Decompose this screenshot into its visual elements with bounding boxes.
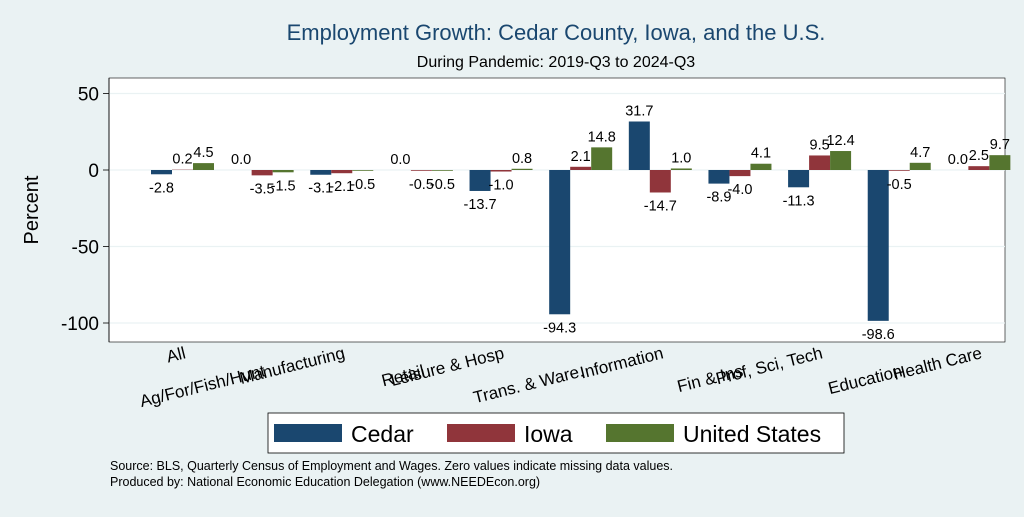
data-label: 0.0 <box>231 152 251 168</box>
bar-united-states <box>512 169 533 170</box>
x-tick-label: Leisure & Hosp <box>389 343 506 390</box>
bar-cedar <box>310 170 331 175</box>
credit-note: Produced by: National Economic Education… <box>110 475 540 489</box>
x-tick-label: Prof, Sci, Tech <box>714 343 825 388</box>
bar-united-states <box>671 168 692 170</box>
data-label: 0.2 <box>172 152 192 168</box>
data-label: -0.5 <box>430 177 455 193</box>
bar-iowa <box>889 170 910 171</box>
chart-title: Employment Growth: Cedar County, Iowa, a… <box>287 20 826 45</box>
bar-cedar <box>788 170 809 187</box>
data-label: 4.1 <box>751 146 771 162</box>
bar-united-states <box>193 163 214 170</box>
data-label: -13.7 <box>464 197 497 213</box>
bar-united-states <box>352 170 373 171</box>
bar-united-states <box>273 170 294 172</box>
data-label: -98.6 <box>862 327 895 343</box>
bar-iowa <box>252 170 273 175</box>
data-label: 2.5 <box>969 148 989 164</box>
source-note: Source: BLS, Quarterly Census of Employm… <box>110 459 673 473</box>
legend-swatch-cedar <box>274 424 342 442</box>
data-label: 12.4 <box>826 133 854 149</box>
bar-iowa <box>411 170 432 171</box>
x-tick-label: All <box>165 343 188 366</box>
bar-iowa <box>809 155 830 170</box>
y-axis: 50 0 -50 -100 <box>61 78 109 342</box>
bar-cedar <box>868 170 889 321</box>
bar-united-states <box>591 147 612 170</box>
bar-iowa <box>331 170 352 173</box>
data-label: -1.5 <box>271 178 296 194</box>
bar-iowa <box>570 167 591 170</box>
bar-united-states <box>750 164 771 170</box>
data-label: 4.7 <box>910 145 930 161</box>
data-label: 4.5 <box>193 145 213 161</box>
data-label: 2.1 <box>571 149 591 165</box>
legend-swatch-iowa <box>447 424 515 442</box>
bar-iowa <box>491 170 512 172</box>
bar-iowa <box>729 170 750 176</box>
data-label: 31.7 <box>625 103 653 119</box>
data-label: 0.0 <box>390 152 410 168</box>
data-label: -1.0 <box>489 178 514 194</box>
data-label: -2.8 <box>149 180 174 196</box>
x-tick-label: Trans. & Ware. <box>471 361 585 407</box>
bar-united-states <box>830 151 851 170</box>
data-label: -4.0 <box>727 182 752 198</box>
x-tick-label: Health Care <box>891 343 984 383</box>
data-label: 0.8 <box>512 151 532 167</box>
data-label: 0.0 <box>948 152 968 168</box>
chart-subtitle: During Pandemic: 2019-Q3 to 2024-Q3 <box>417 54 695 71</box>
bar-cedar <box>151 170 172 174</box>
data-label: 1.0 <box>671 150 691 166</box>
y-tick-label: 0 <box>88 161 99 182</box>
data-label: -11.3 <box>783 193 815 209</box>
data-label: 14.8 <box>588 129 616 145</box>
x-tick-label: Information <box>578 343 665 382</box>
legend-label: United States <box>683 421 821 447</box>
x-tick-label: Manufacturing <box>238 343 347 387</box>
data-label: -94.3 <box>543 320 576 336</box>
bar-cedar <box>629 121 650 170</box>
y-tick-label: -100 <box>61 314 99 335</box>
bar-united-states <box>910 163 931 170</box>
data-label: 9.7 <box>990 137 1010 153</box>
legend-swatch-united-states <box>606 424 674 442</box>
y-axis-title: Percent <box>21 175 43 244</box>
bar-iowa <box>968 166 989 170</box>
bar-united-states <box>989 155 1010 170</box>
legend: Cedar Iowa United States <box>268 413 844 453</box>
bar-united-states <box>432 170 453 171</box>
data-label: -14.7 <box>644 198 677 214</box>
bar-iowa <box>650 170 671 192</box>
bar-cedar <box>470 170 491 191</box>
bar-cedar <box>708 170 729 184</box>
data-label: -0.5 <box>350 177 375 193</box>
legend-label: Cedar <box>351 421 414 447</box>
legend-label: Iowa <box>524 421 573 447</box>
y-tick-label: -50 <box>72 238 99 259</box>
data-label: -0.5 <box>887 177 912 193</box>
bar-cedar <box>549 170 570 314</box>
y-tick-label: 50 <box>78 85 99 106</box>
